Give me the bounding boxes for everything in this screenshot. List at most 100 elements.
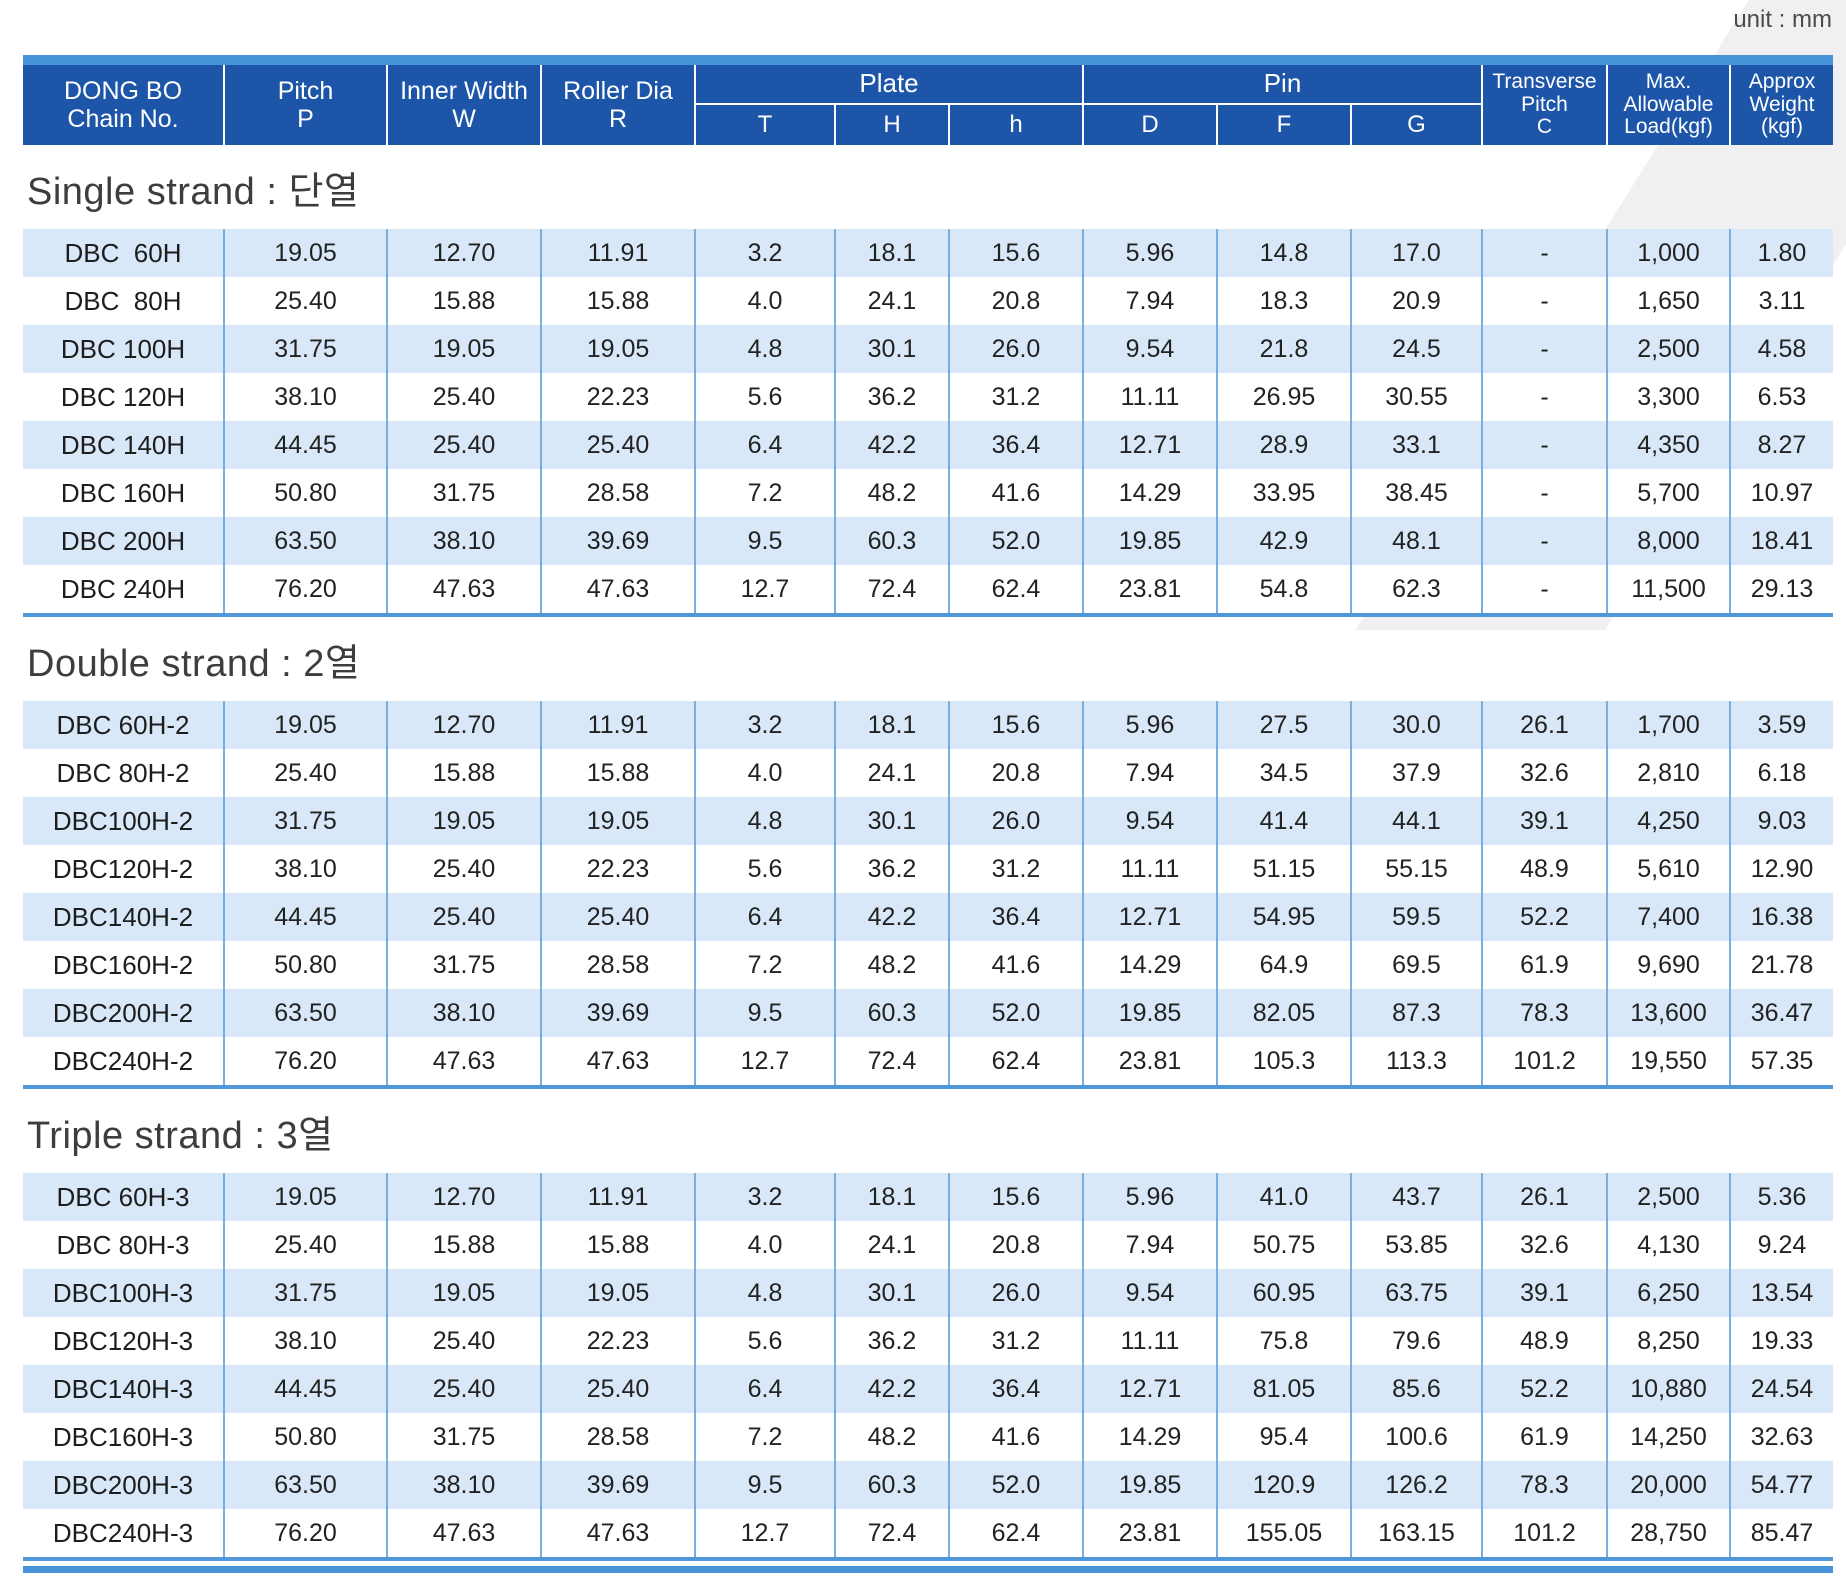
value-cell: 7.94	[1082, 1221, 1216, 1269]
value-cell: 19,550	[1606, 1037, 1729, 1085]
value-cell: 52.0	[948, 989, 1082, 1037]
value-cell: 7.2	[694, 941, 834, 989]
value-cell: 5.96	[1082, 229, 1216, 277]
value-cell: 2,500	[1606, 325, 1729, 373]
chain-spec-table: DONG BO Chain No. Pitch P Inner Width W …	[23, 55, 1833, 1573]
value-cell: 15.6	[948, 1173, 1082, 1221]
header-line: H	[883, 110, 901, 138]
value-cell: 63.75	[1350, 1269, 1481, 1317]
section-title: Single strand : 단열	[27, 170, 360, 213]
value-cell: 5.36	[1729, 1173, 1833, 1221]
header-plate-h-low: h	[948, 105, 1082, 145]
chain-no-cell: DBC200H-2	[23, 989, 223, 1037]
header-inner-width: Inner Width W	[386, 65, 540, 145]
value-cell: 9.03	[1729, 797, 1833, 845]
header-line: Transverse	[1492, 69, 1597, 93]
value-cell: 13.54	[1729, 1269, 1833, 1317]
value-cell: 12.71	[1082, 893, 1216, 941]
value-cell: -	[1481, 517, 1606, 565]
value-cell: 19.05	[223, 701, 386, 749]
header-max-allowable-load: Max. Allowable Load(kgf)	[1606, 65, 1729, 145]
table-row: DBC 60H-2 19.05 12.70 11.91 3.2 18.1 15.6 5.96 2…	[23, 701, 1833, 749]
value-cell: 55.15	[1350, 845, 1481, 893]
value-cell: 7.94	[1082, 749, 1216, 797]
value-cell: 6.53	[1729, 373, 1833, 421]
value-cell: 72.4	[834, 565, 948, 613]
value-cell: 5.96	[1082, 701, 1216, 749]
chain-no-cell: DBC 80H-3	[23, 1221, 223, 1269]
value-cell: 54.77	[1729, 1461, 1833, 1509]
table-row: DBC 60H-3 19.05 12.70 11.91 3.2 18.1 15.6 5.96 4…	[23, 1173, 1833, 1221]
value-cell: 31.75	[223, 325, 386, 373]
value-cell: 62.4	[948, 1037, 1082, 1085]
value-cell: 51.15	[1216, 845, 1350, 893]
table-row: DBC200H-2 63.50 38.10 39.69 9.5 60.3 52.0 19.85…	[23, 989, 1833, 1037]
value-cell: 14.29	[1082, 941, 1216, 989]
value-cell: 12.7	[694, 565, 834, 613]
value-cell: 63.50	[223, 989, 386, 1037]
table-row: DBC 160H 50.80 31.75 28.58 7.2 48.2 41.6 14.29 3…	[23, 469, 1833, 517]
value-cell: 14.29	[1082, 469, 1216, 517]
value-cell: 33.95	[1216, 469, 1350, 517]
header-line: Pin	[1263, 68, 1302, 99]
value-cell: 12.70	[386, 701, 540, 749]
value-cell: 39.1	[1481, 797, 1606, 845]
value-cell: 61.9	[1481, 1413, 1606, 1461]
chain-no-cell: DBC120H-3	[23, 1317, 223, 1365]
header-line: Load(kgf)	[1624, 115, 1713, 139]
value-cell: 60.3	[834, 517, 948, 565]
value-cell: 23.81	[1082, 565, 1216, 613]
value-cell: 9.5	[694, 1461, 834, 1509]
chain-no-cell: DBC160H-2	[23, 941, 223, 989]
value-cell: 32.6	[1481, 749, 1606, 797]
chain-no-cell: DBC100H-2	[23, 797, 223, 845]
value-cell: 12.71	[1082, 1365, 1216, 1413]
value-cell: 155.05	[1216, 1509, 1350, 1557]
value-cell: 20.8	[948, 749, 1082, 797]
value-cell: 20.9	[1350, 277, 1481, 325]
value-cell: 9.5	[694, 517, 834, 565]
value-cell: 126.2	[1350, 1461, 1481, 1509]
value-cell: 101.2	[1481, 1037, 1606, 1085]
chain-no-cell: DBC120H-2	[23, 845, 223, 893]
value-cell: 5.6	[694, 845, 834, 893]
value-cell: 54.95	[1216, 893, 1350, 941]
value-cell: 3,300	[1606, 373, 1729, 421]
table-row: DBC120H-3 38.10 25.40 22.23 5.6 36.2 31.2 11.11…	[23, 1317, 1833, 1365]
header-plate-t: T	[694, 105, 834, 145]
value-cell: 11.11	[1082, 845, 1216, 893]
value-cell: 11.11	[1082, 1317, 1216, 1365]
value-cell: 44.45	[223, 893, 386, 941]
value-cell: 15.88	[386, 749, 540, 797]
value-cell: 30.1	[834, 797, 948, 845]
value-cell: 36.2	[834, 1317, 948, 1365]
chain-no-cell: DBC240H-2	[23, 1037, 223, 1085]
header-approx-weight: Approx Weight (kgf)	[1729, 65, 1833, 145]
value-cell: 25.40	[386, 1365, 540, 1413]
table-row: DBC160H-2 50.80 31.75 28.58 7.2 48.2 41.6 14.29…	[23, 941, 1833, 989]
value-cell: 3.11	[1729, 277, 1833, 325]
value-cell: -	[1481, 469, 1606, 517]
value-cell: 60.3	[834, 1461, 948, 1509]
value-cell: 19.05	[540, 1269, 694, 1317]
table-row: DBC 80H-3 25.40 15.88 15.88 4.0 24.1 20.8 7.94 5…	[23, 1221, 1833, 1269]
value-cell: 26.0	[948, 797, 1082, 845]
section-body: DBC 60H 19.05 12.70 11.91 3.2 18.1 15.6 5.96 14.…	[23, 229, 1833, 617]
header-line: Chain No.	[67, 105, 179, 133]
header-line: Plate	[859, 68, 919, 99]
value-cell: 7.2	[694, 1413, 834, 1461]
value-cell: -	[1481, 277, 1606, 325]
value-cell: 1,700	[1606, 701, 1729, 749]
value-cell: 19.05	[540, 797, 694, 845]
value-cell: 12.90	[1729, 845, 1833, 893]
value-cell: 13,600	[1606, 989, 1729, 1037]
value-cell: 43.7	[1350, 1173, 1481, 1221]
value-cell: 52.2	[1481, 1365, 1606, 1413]
value-cell: 47.63	[540, 565, 694, 613]
value-cell: 78.3	[1481, 989, 1606, 1037]
value-cell: 25.40	[386, 1317, 540, 1365]
value-cell: 38.10	[386, 989, 540, 1037]
value-cell: 38.10	[223, 845, 386, 893]
header-line: (kgf)	[1761, 115, 1803, 139]
